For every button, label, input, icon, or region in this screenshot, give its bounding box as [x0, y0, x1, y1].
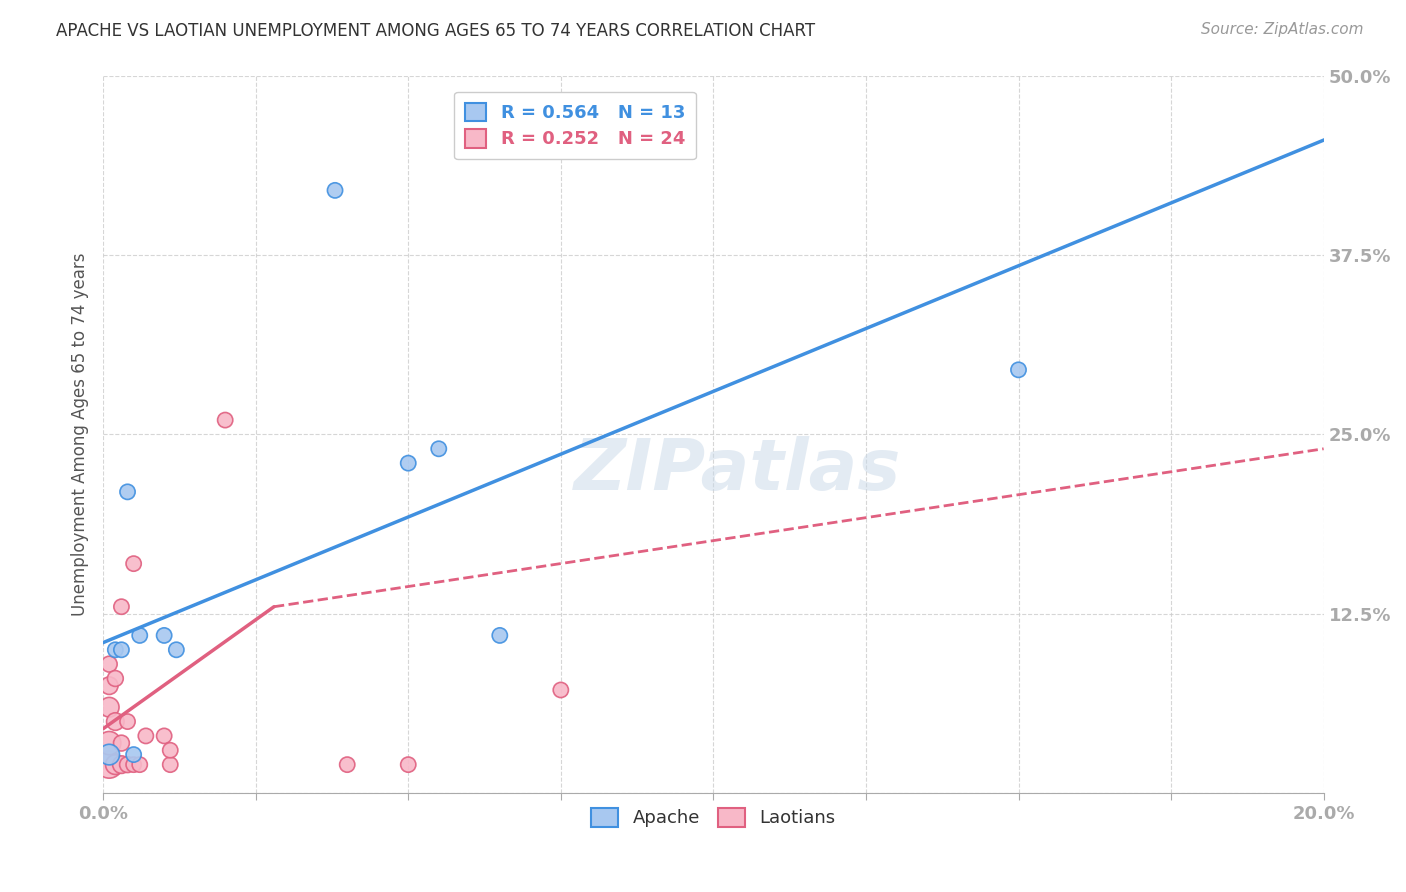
Point	[159, 743, 181, 757]
Text: APACHE VS LAOTIAN UNEMPLOYMENT AMONG AGES 65 TO 74 YEARS CORRELATION CHART: APACHE VS LAOTIAN UNEMPLOYMENT AMONG AGE…	[56, 22, 815, 40]
Point	[323, 183, 346, 197]
Point	[159, 757, 181, 772]
Point	[104, 714, 127, 729]
Point	[98, 700, 121, 714]
Point	[122, 747, 145, 762]
Point	[1007, 363, 1029, 377]
Point	[128, 628, 150, 642]
Point	[98, 736, 121, 750]
Point	[110, 642, 132, 657]
Point	[153, 729, 176, 743]
Point	[550, 683, 572, 698]
Point	[122, 757, 145, 772]
Point	[104, 757, 127, 772]
Point	[165, 642, 187, 657]
Point	[110, 736, 132, 750]
Point	[153, 628, 176, 642]
Point	[336, 757, 359, 772]
Point	[104, 642, 127, 657]
Point	[110, 599, 132, 614]
Point	[117, 714, 139, 729]
Point	[488, 628, 510, 642]
Point	[122, 557, 145, 571]
Y-axis label: Unemployment Among Ages 65 to 74 years: Unemployment Among Ages 65 to 74 years	[72, 252, 89, 616]
Point	[104, 672, 127, 686]
Point	[396, 456, 419, 470]
Point	[98, 757, 121, 772]
Point	[427, 442, 450, 456]
Text: Source: ZipAtlas.com: Source: ZipAtlas.com	[1201, 22, 1364, 37]
Point	[98, 747, 121, 762]
Point	[110, 757, 132, 772]
Point	[396, 757, 419, 772]
Point	[128, 757, 150, 772]
Point	[135, 729, 157, 743]
Legend: Apache, Laotians: Apache, Laotians	[583, 801, 844, 835]
Text: ZIPatlas: ZIPatlas	[574, 436, 901, 505]
Point	[117, 484, 139, 499]
Point	[98, 679, 121, 693]
Point	[214, 413, 236, 427]
Point	[98, 657, 121, 672]
Point	[117, 757, 139, 772]
